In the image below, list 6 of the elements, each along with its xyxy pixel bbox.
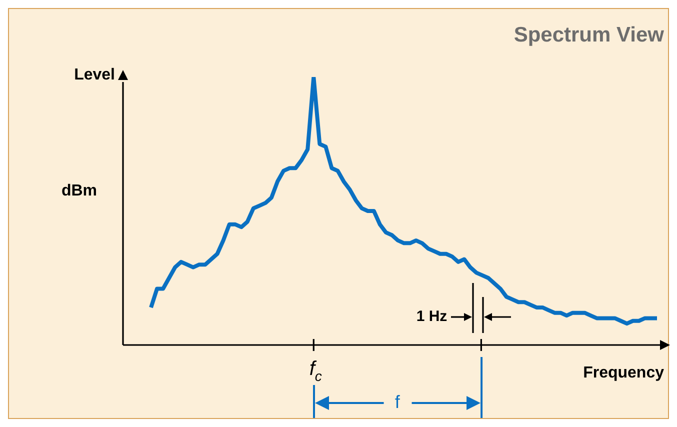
x-axis-title: Frequency: [583, 364, 664, 382]
text: dBm: [61, 182, 97, 200]
annotation: 1 Hz: [416, 308, 448, 326]
text: f: [394, 392, 401, 412]
chart-title: Spectrum View: [514, 23, 665, 46]
y-axis-title: Level: [74, 66, 115, 84]
